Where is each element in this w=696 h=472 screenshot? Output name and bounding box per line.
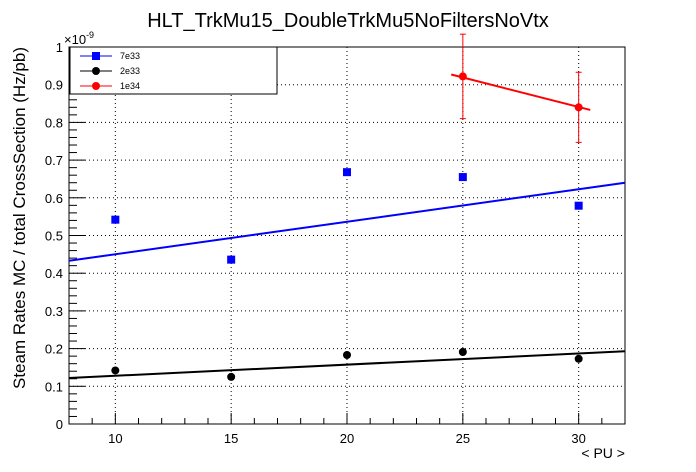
x-axis: 10 15 20 25 30	[68, 413, 626, 446]
grid-lines	[69, 47, 625, 424]
chart-title: HLT_TrkMu15_DoubleTrkMu5NoFiltersNoVtx	[147, 10, 549, 32]
y-tick-label: 0.1	[45, 379, 63, 394]
data-point	[574, 201, 583, 210]
y-tick-label: 0.8	[45, 115, 63, 130]
y-tick-label: 0.2	[45, 342, 63, 357]
y-tick-label: 0	[56, 417, 63, 432]
data-point	[574, 103, 583, 112]
y-tick-label: 0.6	[45, 191, 63, 206]
series-7e33	[68, 168, 626, 264]
series-2e33	[68, 347, 626, 381]
y-axis-label: Steam Rates MC / total CrossSection (Hz/…	[10, 47, 29, 389]
data-point	[458, 173, 467, 182]
data-point	[227, 372, 236, 381]
legend-entry: 2e33	[80, 66, 140, 76]
y-tick-label: 1	[56, 40, 63, 55]
data-point	[458, 347, 467, 356]
y-tick-label: 0.5	[45, 229, 63, 244]
data-point	[343, 351, 351, 360]
legend-label: 2e33	[120, 66, 140, 76]
x-tick-label: 25	[456, 431, 470, 446]
series-1e34	[451, 33, 591, 143]
y-tick-label: 0.9	[45, 78, 63, 93]
data-point	[111, 215, 120, 224]
x-tick-label: 15	[224, 431, 238, 446]
fit-line	[451, 73, 591, 111]
data-point	[343, 168, 351, 177]
fit-line	[68, 181, 626, 262]
legend-label: 1e34	[120, 81, 140, 91]
data-point	[227, 255, 236, 264]
y-tick-label: 0.4	[45, 266, 63, 281]
legend-marker	[92, 82, 100, 90]
legend-label: 7e33	[120, 51, 140, 61]
data-point	[111, 366, 120, 375]
x-tick-label: 30	[571, 431, 585, 446]
legend-marker	[92, 52, 100, 60]
fit-line	[68, 350, 626, 380]
y-tick-label: 0.3	[45, 304, 63, 319]
legend: 7e33 2e33 1e34	[69, 46, 278, 95]
data-point	[574, 354, 583, 363]
x-tick-label: 20	[340, 431, 354, 446]
data-point	[458, 72, 467, 81]
legend-entry: 7e33	[80, 51, 140, 61]
y-tick-label: 0.7	[45, 153, 63, 168]
x-tick-label: 10	[108, 431, 122, 446]
y-exponent-label: ×10-9	[64, 30, 94, 47]
series-layer	[68, 33, 626, 381]
legend-entry: 1e34	[80, 81, 140, 91]
legend-marker	[92, 67, 100, 75]
y-axis: 0 0.1 0.2 0.3 0.4 0.5 0.6 0.7 0.8 0.9 1	[45, 40, 85, 432]
x-axis-label: < PU >	[581, 445, 625, 461]
